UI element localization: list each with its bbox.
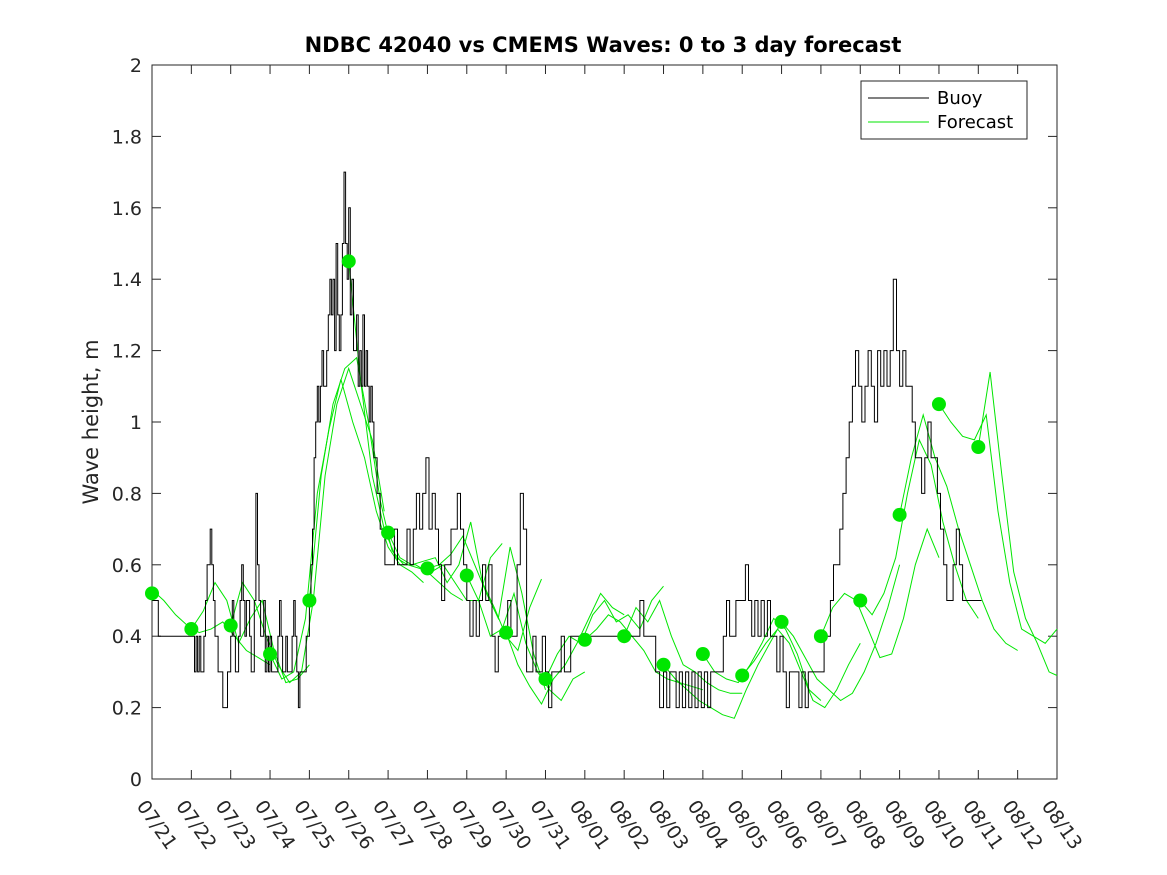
x-tick-label: 07/24 <box>250 796 299 853</box>
y-tick-label: 1.2 <box>112 341 142 363</box>
x-tick-label: 08/05 <box>722 796 771 853</box>
x-tick-label: 07/27 <box>368 796 417 853</box>
forecast-marker <box>853 593 868 608</box>
x-tick-label: 08/08 <box>840 796 889 853</box>
x-tick-label: 08/06 <box>761 796 810 853</box>
x-tick-label: 07/26 <box>329 796 378 853</box>
forecast-marker <box>656 657 671 672</box>
forecast-line <box>741 628 861 709</box>
y-tick-label: 0.8 <box>112 483 142 505</box>
x-tick-label: 07/31 <box>525 796 574 853</box>
x-tick-label: 07/22 <box>171 796 220 853</box>
x-tick-label: 08/12 <box>998 796 1047 853</box>
y-tick-label: 1.8 <box>112 126 142 148</box>
x-tick-label: 07/23 <box>211 796 260 853</box>
forecast-marker <box>892 507 907 522</box>
forecast-marker <box>577 632 592 647</box>
forecast-marker <box>263 647 278 662</box>
forecast-line <box>781 564 901 702</box>
forecast-marker <box>774 614 789 629</box>
x-tick-label: 07/29 <box>447 796 496 853</box>
y-tick-label: 0 <box>130 769 142 791</box>
x-tick-label: 08/07 <box>801 796 850 853</box>
forecast-marker <box>971 439 986 454</box>
x-tick-label: 08/01 <box>565 796 614 853</box>
chart-title: NDBC 42040 vs CMEMS Waves: 0 to 3 day fo… <box>305 33 902 57</box>
y-tick-label: 0.4 <box>112 626 142 648</box>
x-tick-label: 08/03 <box>643 796 692 853</box>
plot-area <box>151 64 1058 780</box>
forecast-marker <box>223 618 238 633</box>
x-tick-label: 07/25 <box>289 796 338 853</box>
y-tick-label: 1.4 <box>112 269 142 291</box>
forecast-marker <box>341 254 356 269</box>
y-axis-label: Wave height, m <box>79 339 103 504</box>
forecast-marker <box>381 525 396 540</box>
y-tick-label: 2 <box>130 55 142 77</box>
x-tick-label: 08/13 <box>1037 796 1086 853</box>
forecast-line <box>190 581 310 684</box>
x-tick-label: 07/28 <box>407 796 456 853</box>
forecast-line <box>702 617 822 701</box>
forecast-marker <box>617 629 632 644</box>
legend-buoy-label: Buoy <box>937 88 983 109</box>
forecast-marker <box>695 647 710 662</box>
forecast-marker <box>302 593 317 608</box>
x-tick-label: 08/02 <box>604 796 653 853</box>
y-tick-label: 1 <box>130 412 142 434</box>
x-tick-label: 08/11 <box>958 796 1007 853</box>
forecast-line <box>466 575 586 702</box>
forecast-marker <box>459 568 474 583</box>
forecast-marker <box>813 629 828 644</box>
legend-forecast-label: Forecast <box>937 112 1013 133</box>
forecast-line <box>663 621 783 719</box>
forecast-marker <box>184 622 199 637</box>
y-tick-label: 1.6 <box>112 198 142 220</box>
forecast-markers <box>145 254 986 687</box>
forecast-line <box>151 589 271 666</box>
forecast-line <box>584 614 704 691</box>
forecast-marker <box>735 668 750 683</box>
y-tick-label: 0.6 <box>112 555 142 577</box>
y-tick-label: 0.2 <box>112 698 142 720</box>
legend: Buoy Forecast <box>860 80 1028 140</box>
series-layer <box>151 171 1058 719</box>
forecast-line <box>859 438 979 619</box>
forecast-marker <box>931 397 946 412</box>
forecast-line <box>977 371 1058 676</box>
forecast-line <box>938 403 1058 644</box>
forecast-line <box>505 592 625 706</box>
forecast-marker <box>499 625 514 640</box>
forecast-line <box>427 535 546 690</box>
forecast-marker <box>145 586 159 601</box>
x-tick-label: 08/09 <box>880 796 929 853</box>
x-tick-label: 07/21 <box>132 796 181 853</box>
forecast-marker <box>538 672 553 687</box>
x-tick-label: 08/10 <box>919 796 968 853</box>
forecast-line <box>820 527 940 659</box>
x-tick-label: 07/30 <box>486 796 535 853</box>
y-axis: 0 0.2 0.4 0.6 0.8 1 1.2 1.4 1.6 1.8 2 <box>112 55 1057 791</box>
forecast-line <box>308 356 464 601</box>
x-tick-label: 08/04 <box>683 796 732 853</box>
forecast-marker <box>420 561 435 576</box>
legend-box <box>860 80 1028 140</box>
buoy-line <box>152 171 982 709</box>
